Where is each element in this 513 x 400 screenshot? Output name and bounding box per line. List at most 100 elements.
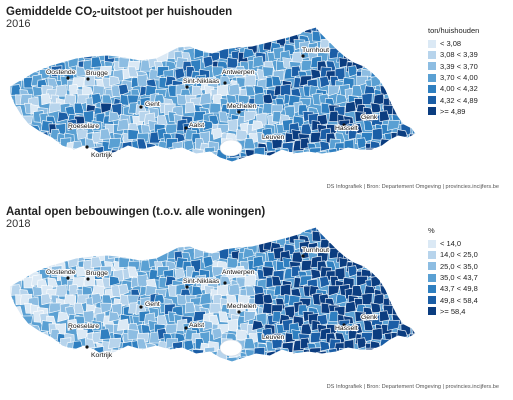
municipality-area [13, 319, 25, 332]
municipality-area [10, 341, 22, 354]
city-marker [185, 85, 189, 89]
municipality-area [11, 147, 23, 159]
municipality-area [372, 357, 386, 362]
municipality-area [110, 27, 123, 34]
municipality-area [398, 95, 409, 106]
municipality-area [199, 92, 212, 105]
municipality-area [417, 343, 428, 354]
municipality-area [10, 234, 15, 246]
municipality-area [328, 85, 340, 97]
municipality-area [420, 333, 431, 343]
municipality-area [343, 139, 355, 153]
municipality-area [352, 227, 364, 233]
municipality-area [328, 285, 340, 297]
city-label: Mechelen [227, 303, 257, 310]
city-marker [139, 305, 143, 309]
municipality-area [55, 84, 68, 97]
municipality-area [388, 357, 401, 362]
legend-swatch [428, 84, 436, 93]
municipality-area [335, 293, 348, 305]
municipality-area [407, 84, 416, 97]
municipality-area [289, 155, 301, 162]
municipality-area [379, 147, 391, 160]
municipality-area [138, 48, 150, 59]
municipality-area [199, 292, 212, 305]
legend-swatch [428, 62, 436, 71]
municipality-area [410, 298, 416, 309]
municipality-area [388, 293, 400, 305]
legend-item: < 14,0 [428, 238, 478, 249]
legend-title: ton/huishouden [428, 26, 480, 35]
municipality-area [200, 157, 212, 162]
city-marker [184, 126, 188, 130]
municipality-area [387, 229, 400, 242]
municipality-area [413, 27, 416, 34]
municipality-area [19, 59, 31, 73]
legend-swatch [428, 262, 436, 271]
city-marker [223, 81, 227, 85]
municipality-area [396, 239, 410, 251]
city-label: Antwerpen [222, 69, 255, 76]
municipality-area [319, 275, 330, 288]
municipality-area [323, 361, 336, 362]
municipality-area [339, 227, 350, 235]
municipality-area [10, 111, 16, 123]
municipality-area [351, 349, 364, 361]
legend-label: 25,0 < 35,0 [440, 261, 478, 271]
municipality-area [147, 42, 159, 55]
city-label: Sint-Niklaas [183, 78, 220, 85]
municipality-area [254, 357, 266, 362]
municipality-area [299, 160, 311, 162]
municipality-area [398, 261, 411, 274]
municipality-area [409, 159, 416, 162]
municipality-area [144, 27, 157, 34]
municipality-area [30, 338, 43, 349]
municipality-area [40, 93, 52, 106]
municipality-area [192, 349, 205, 360]
municipality-area [126, 232, 138, 243]
municipality-area [13, 356, 26, 362]
legend-label: 3,70 < 4,00 [440, 73, 478, 83]
municipality-area [129, 38, 142, 51]
legend-swatch [428, 296, 436, 305]
municipality-area [225, 156, 238, 162]
municipality-area [282, 357, 296, 362]
municipality-area [10, 251, 22, 264]
municipality-area [147, 242, 159, 255]
municipality-area [31, 248, 44, 260]
municipality-area [391, 280, 404, 291]
municipality-area [319, 340, 331, 352]
municipality-area [274, 161, 287, 162]
source-credit: DS Infografiek | Bron: Departement Omgev… [326, 384, 499, 390]
municipality-area [242, 48, 255, 59]
municipality-area [408, 227, 416, 233]
municipality-area [217, 27, 228, 33]
municipality-area [372, 127, 383, 141]
municipality-area [155, 350, 166, 362]
municipality-area [400, 277, 411, 289]
municipality-area [383, 361, 395, 362]
municipality-area [262, 66, 274, 78]
municipality-area [344, 227, 357, 237]
municipality-area [371, 251, 384, 264]
city-label: Antwerpen [222, 269, 255, 276]
municipality-area [85, 161, 97, 162]
municipality-area [48, 102, 62, 114]
municipality-area [14, 257, 26, 268]
municipality-area [134, 40, 147, 53]
municipality-area [159, 239, 170, 251]
municipality-area [26, 35, 40, 47]
municipality-area [10, 41, 13, 53]
municipality-area [185, 232, 196, 243]
municipality-area [77, 356, 89, 362]
city-label: Hasselt [335, 325, 358, 332]
municipality-area [410, 60, 416, 71]
municipality-area [54, 160, 68, 162]
municipality-area [19, 356, 32, 362]
municipality-area [253, 30, 266, 43]
municipality-area [386, 319, 400, 331]
municipality-area [243, 311, 256, 323]
city-label: Oostende [46, 69, 76, 76]
municipality-area [11, 243, 24, 255]
municipality-area [409, 348, 416, 361]
